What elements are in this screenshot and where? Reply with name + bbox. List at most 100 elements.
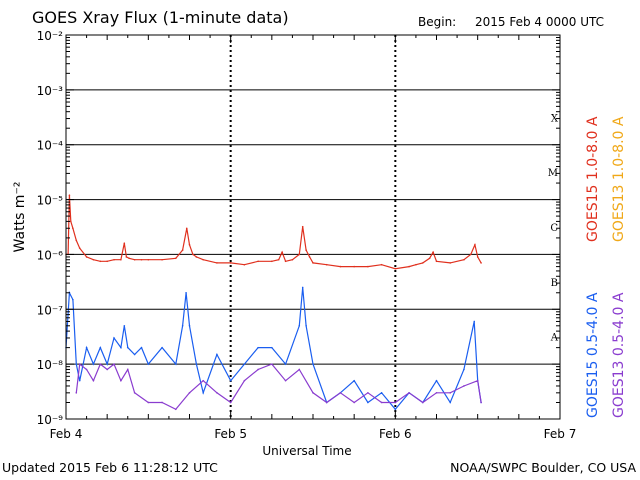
series-point	[470, 253, 472, 256]
series-point	[123, 242, 126, 245]
series-point	[463, 368, 465, 371]
series-point	[113, 258, 115, 261]
series-point	[185, 227, 188, 230]
series-point	[301, 225, 304, 228]
series-point	[133, 258, 136, 261]
series-point	[243, 379, 246, 382]
series-point	[120, 379, 122, 382]
series-point	[188, 324, 191, 327]
series-point	[120, 346, 122, 349]
series-point	[305, 249, 307, 251]
series-point	[92, 258, 95, 261]
series-point	[394, 267, 397, 270]
series-point	[408, 392, 410, 394]
series-point	[480, 262, 482, 264]
series-point	[271, 260, 273, 263]
series-point	[106, 368, 108, 371]
begin-value: 2015 Feb 4 0000 UTC	[475, 15, 605, 29]
series-point	[202, 392, 205, 394]
series-point	[394, 401, 397, 404]
series-point	[85, 256, 88, 258]
series-point	[78, 247, 81, 249]
series-point	[284, 379, 287, 382]
series-point	[449, 262, 452, 264]
series-point	[99, 260, 102, 263]
series-point	[291, 258, 294, 261]
series-point	[202, 258, 205, 261]
y-tick-label: 10⁻⁵	[37, 194, 64, 208]
series-point	[92, 363, 95, 365]
series-point	[243, 263, 246, 266]
series-point	[298, 368, 301, 371]
series-point	[415, 263, 417, 266]
series-point	[75, 363, 78, 365]
x-axis-title: Universal Time	[262, 444, 351, 458]
series-point	[476, 256, 479, 258]
series-point	[394, 408, 397, 411]
chart-title: GOES Xray Flux (1-minute data)	[32, 8, 289, 27]
legend-entry: GOES13 0.5-4.0 A	[611, 292, 627, 418]
series-point	[325, 263, 328, 266]
series-point	[432, 251, 434, 253]
series-point	[188, 392, 191, 394]
y-tick-label: 10⁻³	[37, 84, 64, 98]
series-line	[75, 362, 482, 411]
series-point	[339, 392, 342, 394]
series-point	[277, 258, 280, 261]
series-point	[192, 253, 194, 256]
series-point	[85, 346, 88, 349]
series-point	[380, 401, 383, 404]
series-point	[257, 260, 259, 263]
series-point	[480, 401, 482, 404]
series-point	[284, 363, 287, 365]
series-point	[147, 363, 150, 365]
series-point	[421, 262, 424, 264]
series-point	[216, 392, 218, 394]
series-point	[188, 243, 191, 246]
series-point	[243, 363, 246, 365]
series-point	[229, 379, 232, 382]
series-point	[128, 257, 130, 260]
x-tick-label: Feb 5	[214, 427, 247, 441]
series-point	[123, 324, 126, 327]
series-point	[72, 298, 74, 301]
series-point	[126, 368, 129, 371]
flare-class-label: B	[551, 278, 558, 289]
y-tick-label: 10⁻⁷	[37, 303, 64, 317]
series-point	[202, 379, 205, 382]
series-point	[195, 363, 198, 365]
series-point	[435, 379, 438, 382]
series-point	[257, 346, 259, 349]
x-tick-label: Feb 6	[379, 427, 412, 441]
series-point	[181, 324, 184, 327]
series-point	[216, 353, 218, 356]
legend-entry: GOES15 0.5-4.0 A	[585, 292, 601, 418]
series-point	[435, 260, 438, 263]
x-tick-label: Feb 7	[544, 427, 577, 441]
series-point	[92, 379, 95, 382]
y-tick-label: 10⁻⁶	[37, 248, 64, 262]
series-point	[298, 324, 301, 327]
series-point	[161, 346, 163, 349]
series-point	[99, 346, 102, 349]
series-point	[181, 249, 184, 251]
series-point	[161, 258, 163, 261]
series-point	[257, 368, 259, 371]
series-point	[68, 194, 71, 197]
series-point	[312, 262, 314, 264]
flare-class-label: M	[548, 168, 558, 179]
y-tick-label: 10⁻⁴	[37, 139, 64, 153]
series-point	[449, 392, 452, 394]
series-point	[133, 392, 136, 394]
series-point	[113, 363, 115, 365]
series-point	[380, 263, 383, 266]
series-point	[308, 256, 311, 258]
flare-class-label: C	[550, 223, 558, 234]
series-point	[428, 257, 431, 260]
series-point	[367, 265, 369, 268]
series-point	[140, 258, 143, 261]
series-point	[325, 401, 328, 404]
series-point	[229, 401, 232, 404]
series-point	[367, 392, 369, 394]
